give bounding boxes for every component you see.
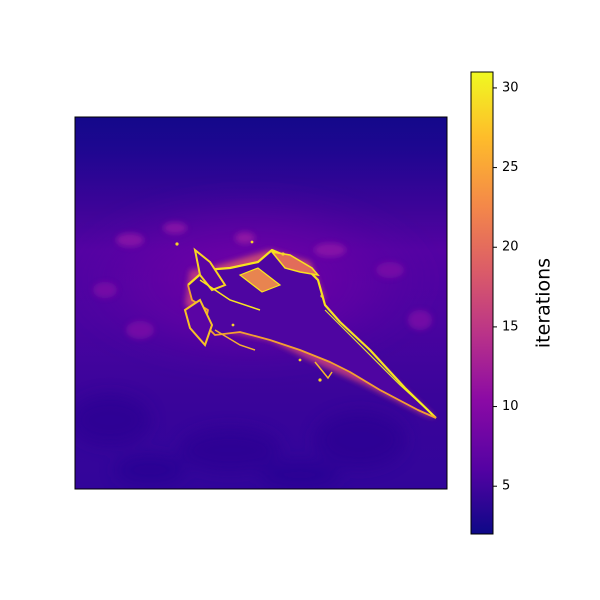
jet-edge-highlights bbox=[175, 240, 324, 382]
heatmap-image bbox=[75, 117, 447, 489]
colorbar-tick-label: 5 bbox=[502, 479, 510, 494]
colorbar-tick-label: 20 bbox=[502, 240, 519, 255]
jet-shape bbox=[175, 240, 437, 419]
colorbar-label: iterations bbox=[533, 258, 555, 348]
heatmap-low-patches bbox=[75, 395, 405, 489]
heatmap-speckle bbox=[93, 222, 432, 378]
colorbar-tick-label: 25 bbox=[502, 160, 519, 175]
colorbar-ticks: 5 10 15 20 25 30 bbox=[493, 80, 519, 494]
colorbar-frame bbox=[470, 71, 494, 535]
colorbar-fill bbox=[471, 72, 493, 534]
plot-frame bbox=[74, 116, 448, 490]
colorbar-tick-label: 10 bbox=[502, 399, 519, 414]
colorbar-tick-label: 30 bbox=[502, 80, 519, 95]
colorbar-tick-label: 15 bbox=[502, 319, 519, 334]
colorbar: 5 10 15 20 25 30 iterations bbox=[470, 71, 555, 535]
